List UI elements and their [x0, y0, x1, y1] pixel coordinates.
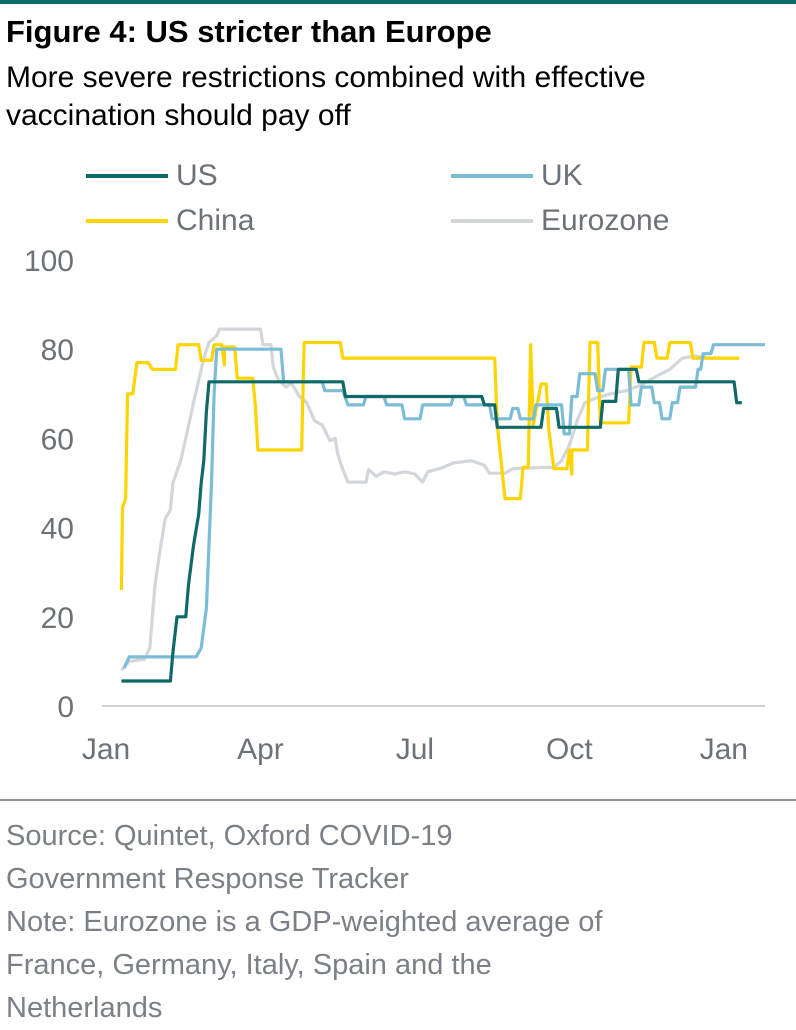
y-tick-label: 100: [24, 245, 74, 278]
y-tick-label: 20: [41, 602, 74, 635]
x-tick-label: Jan: [82, 733, 130, 766]
y-tick-label: 60: [41, 423, 74, 456]
legend-label-uk: UK: [541, 159, 583, 192]
series-line-eurozone: [120, 327, 740, 672]
source-line-2: Government Response Tracker: [6, 863, 409, 895]
y-tick-label: 80: [41, 334, 74, 367]
x-tick-label: Jan: [700, 733, 748, 766]
series-line-us: [121, 367, 742, 683]
legend-item-uk: UK: [451, 159, 583, 193]
x-tick-label: Jul: [396, 733, 434, 766]
note-line-3: Netherlands: [6, 992, 163, 1024]
legend-label-us: US: [176, 159, 218, 192]
top-rule: [0, 0, 796, 4]
series-line-uk: [122, 343, 765, 669]
y-tick-label: 40: [41, 513, 74, 546]
chart-subtitle: More severe restrictions combined with e…: [6, 61, 646, 132]
legend-swatch-china: [86, 219, 168, 223]
x-tick-label: Oct: [546, 733, 593, 766]
x-tick-label: Apr: [237, 733, 284, 766]
footer-rule: [0, 799, 796, 801]
legend-label-china: China: [176, 204, 255, 237]
legend-item-china: China: [86, 204, 254, 238]
source-line-1: Source: Quintet, Oxford COVID-19: [6, 820, 453, 852]
legend-swatch-us: [86, 174, 168, 178]
legend-label-eurozone: Eurozone: [541, 204, 670, 237]
chart-title: Figure 4: US stricter than Europe: [6, 14, 492, 49]
y-tick-label: 0: [57, 691, 74, 724]
note-line-1: Note: Eurozone is a GDP-weighted average…: [6, 906, 603, 938]
footer-notes: Source: Quintet, Oxford COVID-19 Governm…: [6, 815, 792, 1030]
legend-swatch-eurozone: [451, 219, 533, 223]
line-chart: 0 20 40 60 80 100 Jan Apr Jul Oct Jan: [24, 245, 765, 766]
legend-item-eurozone: Eurozone: [451, 204, 669, 238]
legend-swatch-uk: [451, 174, 533, 178]
legend-item-us: US: [86, 159, 218, 193]
note-line-2: France, Germany, Italy, Spain and the: [6, 949, 492, 981]
